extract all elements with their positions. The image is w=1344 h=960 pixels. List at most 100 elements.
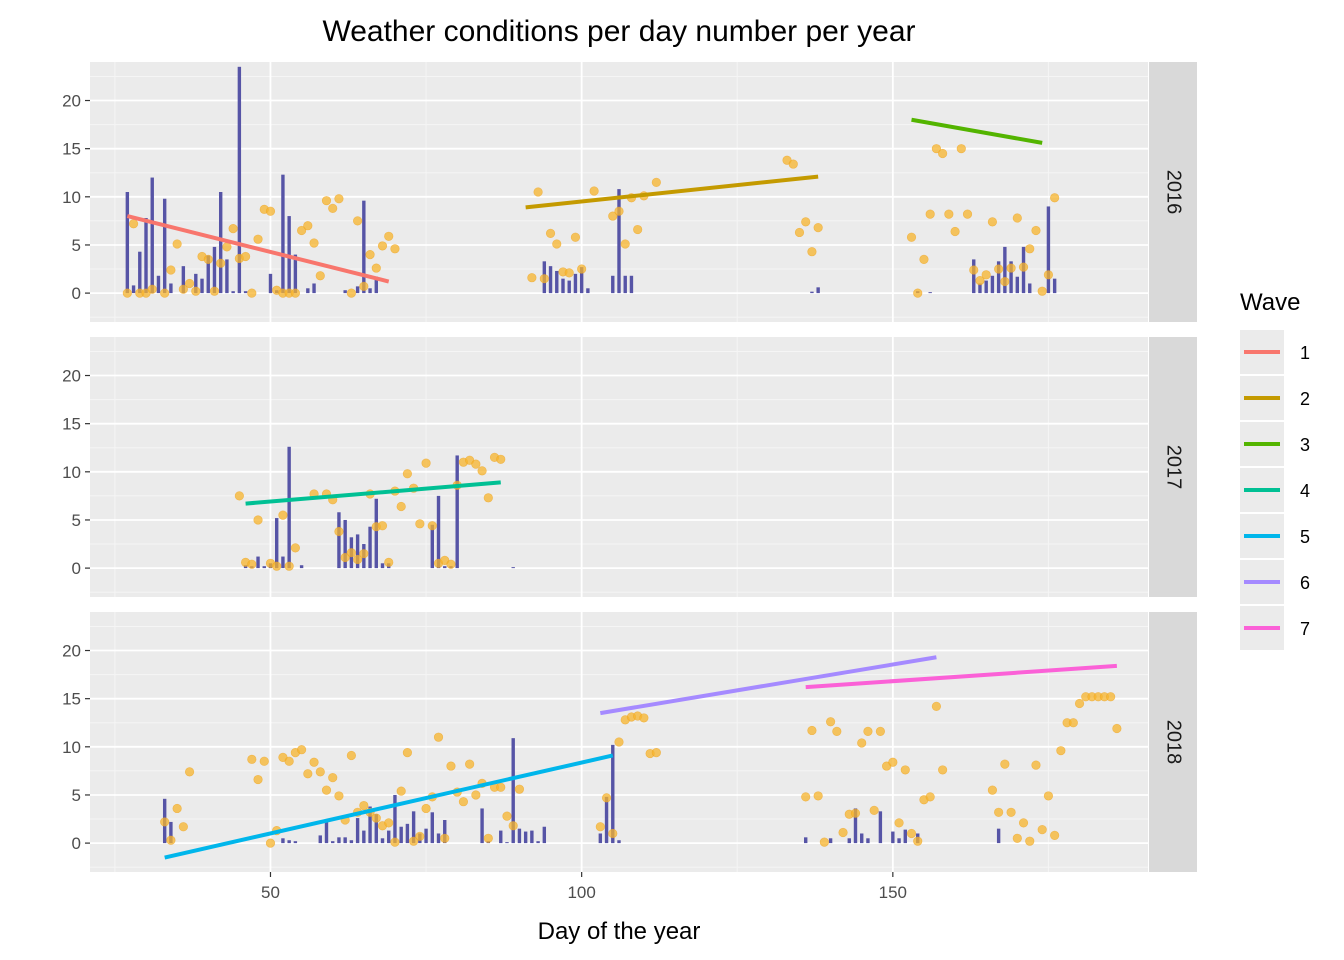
data-point bbox=[1043, 791, 1054, 801]
bar bbox=[281, 174, 285, 294]
data-point bbox=[321, 196, 332, 206]
bar bbox=[511, 567, 515, 569]
data-point bbox=[284, 561, 294, 571]
facet-strip bbox=[1149, 62, 1197, 322]
facet-strip-label: 2018 bbox=[1163, 720, 1185, 765]
bar bbox=[1015, 276, 1020, 294]
data-point bbox=[502, 811, 512, 821]
data-point bbox=[620, 239, 630, 249]
bar bbox=[443, 566, 447, 569]
data-point bbox=[122, 288, 132, 298]
bar bbox=[162, 198, 167, 294]
bar bbox=[131, 285, 136, 294]
data-point bbox=[178, 822, 188, 832]
data-point bbox=[172, 239, 182, 249]
point-series bbox=[160, 692, 1122, 848]
data-point bbox=[819, 837, 829, 847]
data-point bbox=[1050, 830, 1060, 841]
data-point bbox=[446, 761, 456, 771]
data-point bbox=[1012, 213, 1022, 223]
bar bbox=[586, 288, 590, 294]
data-point bbox=[328, 773, 338, 783]
bar bbox=[399, 826, 403, 844]
y-tick-label: 0 bbox=[72, 559, 81, 578]
y-tick-label: 5 bbox=[72, 511, 81, 530]
data-point bbox=[321, 785, 332, 795]
data-point bbox=[539, 274, 549, 284]
x-axis-label: Day of the year bbox=[538, 918, 701, 945]
bar bbox=[368, 288, 372, 294]
bar bbox=[480, 808, 484, 844]
data-point bbox=[309, 757, 319, 767]
data-point bbox=[315, 271, 325, 281]
y-tick-label: 15 bbox=[62, 140, 81, 159]
data-point bbox=[994, 264, 1004, 274]
bar bbox=[629, 275, 634, 294]
bar bbox=[374, 814, 378, 844]
bar bbox=[430, 812, 434, 844]
data-point bbox=[209, 286, 220, 296]
bar bbox=[436, 495, 441, 569]
bar bbox=[567, 280, 571, 294]
bar bbox=[349, 840, 354, 844]
bar bbox=[312, 283, 316, 294]
bar bbox=[156, 275, 161, 294]
x-axis: 50 100 150 bbox=[261, 872, 907, 902]
legend: Wave 1 2 3 4 5 6 7 bbox=[1240, 289, 1310, 650]
data-point bbox=[253, 234, 263, 244]
data-point bbox=[440, 833, 450, 843]
data-point bbox=[850, 808, 861, 818]
bar bbox=[972, 259, 976, 294]
data-point bbox=[477, 466, 487, 476]
bar bbox=[536, 841, 540, 844]
bar bbox=[293, 841, 298, 844]
bar bbox=[847, 838, 851, 844]
bar bbox=[810, 291, 814, 294]
x-tick-label: 100 bbox=[567, 883, 595, 902]
data-point bbox=[433, 732, 444, 742]
data-point bbox=[1056, 746, 1066, 756]
bar bbox=[231, 291, 235, 294]
bar bbox=[816, 287, 820, 294]
y-tick-label: 10 bbox=[62, 738, 81, 757]
data-point bbox=[365, 249, 375, 260]
data-point bbox=[925, 209, 935, 219]
data-point bbox=[857, 738, 867, 748]
data-point bbox=[813, 791, 823, 801]
legend-label: 5 bbox=[1300, 527, 1310, 547]
data-point bbox=[309, 238, 319, 248]
bar bbox=[218, 192, 223, 294]
bar bbox=[368, 526, 372, 569]
data-point bbox=[651, 747, 661, 758]
bar bbox=[542, 826, 547, 844]
data-point bbox=[888, 757, 898, 767]
bar bbox=[411, 811, 416, 844]
data-point bbox=[346, 288, 356, 298]
bar bbox=[268, 273, 273, 294]
y-tick-label: 10 bbox=[62, 463, 81, 482]
data-point bbox=[334, 791, 344, 801]
data-point bbox=[216, 258, 226, 268]
panel-background bbox=[90, 337, 1148, 597]
data-point bbox=[570, 232, 581, 242]
data-point bbox=[353, 216, 363, 226]
bar bbox=[1003, 246, 1007, 294]
data-point bbox=[377, 241, 388, 251]
data-point bbox=[253, 515, 263, 525]
data-point bbox=[359, 281, 369, 291]
data-point bbox=[1018, 262, 1029, 272]
bar bbox=[281, 838, 285, 844]
data-point bbox=[396, 501, 406, 512]
bar bbox=[928, 292, 932, 294]
data-point bbox=[160, 288, 170, 298]
data-point bbox=[1031, 760, 1041, 770]
bar bbox=[996, 828, 1001, 844]
bar bbox=[256, 556, 260, 569]
bar bbox=[499, 830, 503, 844]
data-point bbox=[913, 836, 923, 846]
facet-strip-label: 2016 bbox=[1163, 170, 1185, 215]
data-point bbox=[1000, 759, 1010, 769]
data-point bbox=[471, 459, 481, 469]
data-point bbox=[807, 247, 817, 257]
data-point bbox=[446, 559, 456, 569]
